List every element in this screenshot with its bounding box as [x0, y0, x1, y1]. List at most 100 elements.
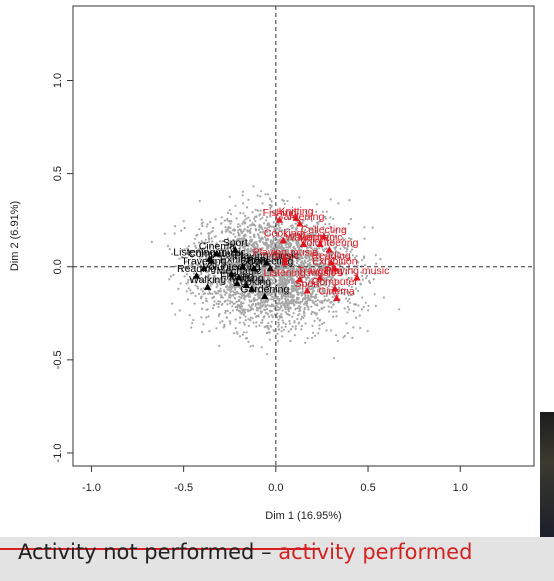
individual-point	[201, 221, 204, 224]
individual-point	[343, 293, 346, 296]
individual-point	[362, 305, 365, 308]
individual-point	[290, 253, 293, 257]
individual-point	[298, 286, 301, 290]
individual-point	[373, 293, 376, 296]
individual-point	[223, 257, 226, 260]
individual-point	[375, 262, 378, 265]
performed-marker	[333, 294, 341, 301]
individual-point	[315, 277, 318, 280]
individual-point	[347, 222, 350, 225]
y-axis-title: Dim 2 (6.91%)	[9, 201, 21, 271]
individual-point	[301, 236, 304, 239]
individual-point	[259, 310, 262, 313]
individual-point	[363, 264, 366, 267]
not-performed-label: Cooking	[233, 276, 272, 288]
individual-point	[225, 291, 228, 294]
individual-point	[291, 256, 294, 259]
individual-point	[259, 304, 262, 307]
individual-point	[352, 326, 355, 329]
individual-point	[244, 290, 247, 293]
individual-point	[236, 303, 239, 307]
individual-point	[277, 254, 280, 257]
individual-point	[249, 240, 252, 243]
individual-point	[233, 228, 236, 231]
individual-point	[343, 334, 346, 337]
individual-point	[328, 269, 331, 272]
individual-point	[322, 306, 326, 309]
individual-point	[194, 261, 198, 264]
individual-point	[284, 280, 287, 284]
individual-point	[342, 267, 345, 270]
individual-point	[243, 235, 246, 238]
individual-point	[303, 230, 306, 233]
individual-point	[289, 255, 292, 259]
individual-point	[246, 260, 249, 263]
individual-point	[247, 248, 250, 251]
individual-point	[200, 240, 203, 243]
individual-point	[251, 317, 254, 320]
not-performed-label: Travelling	[181, 256, 226, 268]
individual-point	[204, 245, 207, 248]
individual-point	[288, 291, 292, 294]
individual-point	[275, 312, 279, 315]
individual-point	[339, 270, 342, 273]
individual-point	[221, 296, 224, 299]
individual-point	[295, 274, 298, 277]
individual-point	[238, 241, 241, 244]
individual-point	[324, 223, 327, 226]
individual-point	[279, 304, 283, 307]
individual-point	[291, 289, 294, 292]
individual-point	[229, 294, 232, 297]
individual-point	[322, 321, 326, 324]
individual-point	[343, 262, 346, 266]
individual-point	[244, 311, 247, 314]
individual-point	[266, 224, 269, 227]
individual-point	[257, 260, 260, 263]
individual-point	[317, 285, 320, 288]
individual-point	[266, 292, 269, 295]
individual-point	[360, 271, 363, 274]
individual-point	[244, 221, 247, 225]
individual-point	[316, 299, 319, 302]
individual-point	[250, 261, 253, 264]
individual-point	[299, 234, 302, 237]
individual-point	[267, 256, 270, 259]
individual-point	[259, 226, 262, 229]
individual-point	[231, 229, 235, 232]
individual-point	[253, 252, 256, 255]
individual-point	[198, 199, 201, 203]
individual-point	[266, 193, 270, 196]
individual-point	[258, 286, 261, 289]
individual-point	[319, 257, 322, 260]
individual-point	[285, 290, 288, 293]
individual-point	[315, 210, 318, 213]
individual-point	[280, 326, 283, 329]
individual-point	[281, 291, 284, 294]
individual-point	[193, 250, 196, 253]
individual-point	[248, 262, 251, 265]
individual-point	[307, 226, 310, 229]
individual-point	[318, 327, 321, 330]
individual-point	[203, 241, 206, 244]
individual-point	[248, 259, 251, 262]
individual-point	[234, 327, 237, 330]
individual-point	[359, 282, 362, 285]
individual-point	[240, 295, 244, 298]
individual-point	[328, 222, 331, 226]
individual-point	[237, 252, 240, 255]
performed-marker	[320, 232, 328, 240]
individual-point	[328, 272, 331, 275]
individual-point	[332, 310, 335, 313]
individual-point	[228, 253, 231, 256]
individual-point	[301, 221, 304, 224]
individual-point	[218, 313, 221, 316]
individual-point	[227, 240, 230, 243]
individual-point	[338, 288, 341, 291]
individual-point	[277, 318, 280, 321]
individual-point	[271, 259, 275, 263]
individual-point	[332, 230, 335, 233]
individual-point	[355, 287, 358, 290]
individual-point	[347, 276, 351, 280]
individual-point	[242, 212, 245, 215]
individual-point	[298, 284, 301, 287]
